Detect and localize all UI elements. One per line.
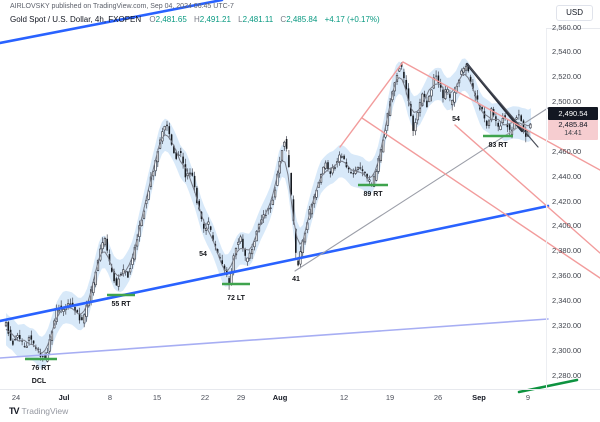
tradingview-logo-mark: TV [9, 406, 19, 416]
tradingview-logo-text: TradingView [22, 406, 69, 416]
candlestick-series [5, 62, 531, 362]
blue-channel-main [0, 206, 548, 321]
last-price-value: 2,485.84 [558, 120, 587, 129]
ohlc-close: C2,485.84 [280, 15, 317, 24]
y-axis-tick: 2,340.00 [552, 296, 581, 305]
annotation-label: 54 [199, 251, 207, 258]
y-axis-tick: 2,560.00 [552, 23, 581, 32]
annotation-label: 54 [452, 116, 460, 123]
x-axis-label: 22 [188, 393, 222, 402]
crosshair-price-badge: 2,490.54 [548, 107, 598, 120]
y-axis-tick: 2,440.00 [552, 172, 581, 181]
y-axis-tick: 2,360.00 [552, 271, 581, 280]
annotation-label: 41 [292, 276, 300, 283]
gray-rising [295, 108, 548, 271]
ohlc-low: L2,481.11 [238, 15, 273, 24]
published-line: AIRLOVSKY published on TradingView.com, … [10, 3, 234, 10]
x-axis-label: 29 [224, 393, 258, 402]
price-axis[interactable]: 2,490.54 2,485.84 14:41 2,560.00 2,540.00… [547, 0, 600, 422]
tradingview-logo[interactable]: TV TradingView [9, 406, 68, 416]
y-axis-tick: 2,540.00 [552, 47, 581, 56]
x-axis-label: 26 [421, 393, 455, 402]
x-axis-label: 24 [0, 393, 33, 402]
x-axis-label: Sep [462, 393, 496, 402]
y-axis-tick: 2,320.00 [552, 321, 581, 330]
bar-countdown: 14:41 [548, 130, 598, 139]
y-axis-tick: 2,380.00 [552, 246, 581, 255]
support-level-label: 55 RT [111, 301, 131, 308]
last-price-badge: 2,485.84 14:41 [548, 119, 598, 140]
currency-unit-button[interactable]: USD [556, 5, 593, 21]
support-level-label: 76 RT [31, 365, 51, 372]
y-axis-tick: 2,460.00 [552, 147, 581, 156]
symbol-legend: Gold Spot / U.S. Dollar, 4h, FXOPEN O2,4… [10, 15, 380, 24]
symbol-title: Gold Spot / U.S. Dollar, 4h, FXOPEN [10, 15, 141, 24]
annotation-label: DCL [32, 378, 47, 385]
x-axis-label: 15 [140, 393, 174, 402]
chart-canvas[interactable]: 76 RT 55 RT 72 LT 89 RT 83 RT 54 41 54 DCL [0, 0, 600, 422]
x-axis-label: 12 [327, 393, 361, 402]
y-axis-tick: 2,300.00 [552, 346, 581, 355]
support-level-label: 83 RT [488, 142, 508, 149]
x-axis-label: 8 [93, 393, 127, 402]
y-axis-tick: 2,400.00 [552, 221, 581, 230]
y-axis-tick: 2,420.00 [552, 197, 581, 206]
price-change: +4.17 (+0.17%) [325, 15, 380, 24]
x-axis-label: 19 [373, 393, 407, 402]
support-level-label: 72 LT [227, 295, 245, 302]
time-axis[interactable]: 24 Jul 8 15 2229 Aug 12 19 26 Sep 9 [0, 389, 600, 405]
ohlc-high: H2,491.21 [194, 15, 231, 24]
y-axis-tick: 2,280.00 [552, 371, 581, 380]
x-axis-label: 9 [511, 393, 545, 402]
x-axis-label: Jul [47, 393, 81, 402]
support-level-label: 89 RT [363, 191, 383, 198]
y-axis-tick: 2,520.00 [552, 72, 581, 81]
x-axis-label: Aug [263, 393, 297, 402]
ohlc-open: O2,481.65 [149, 15, 186, 24]
y-axis-tick: 2,500.00 [552, 97, 581, 106]
